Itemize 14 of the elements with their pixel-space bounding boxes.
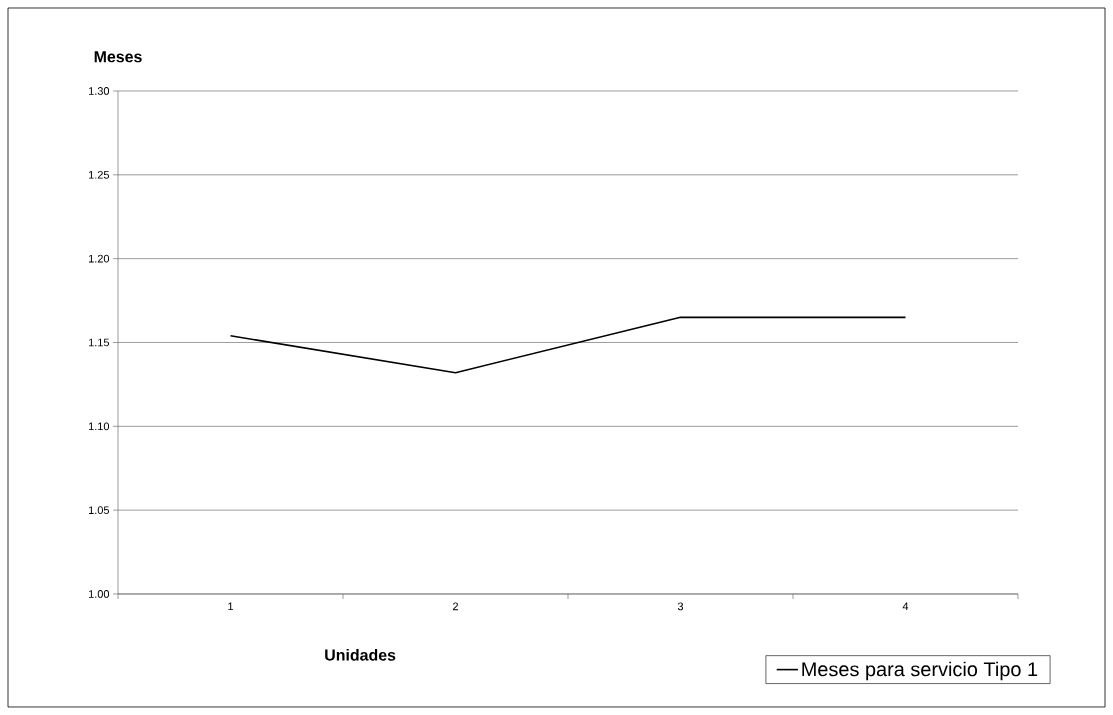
x-tick-label: 3 [677, 602, 684, 611]
x-tick-label: 2 [453, 602, 459, 611]
legend-label: Meses para servicio Tipo 1 [802, 661, 1038, 681]
y-tick-label: 1.30 [88, 87, 110, 95]
x-axis-title: Unidades [325, 649, 396, 661]
y-tick-label: 1.05 [88, 506, 110, 515]
y-tick-label: 1.15 [88, 338, 110, 347]
y-tick-label: 1.25 [88, 170, 110, 179]
y-axis-title: Meses [94, 51, 142, 63]
x-tick-label: 4 [902, 602, 909, 611]
x-tick-label: 1 [228, 602, 234, 611]
y-tick-label: 1.00 [88, 590, 110, 598]
y-tick-label: 1.10 [88, 422, 110, 431]
y-tick-label: 1.20 [88, 254, 110, 263]
